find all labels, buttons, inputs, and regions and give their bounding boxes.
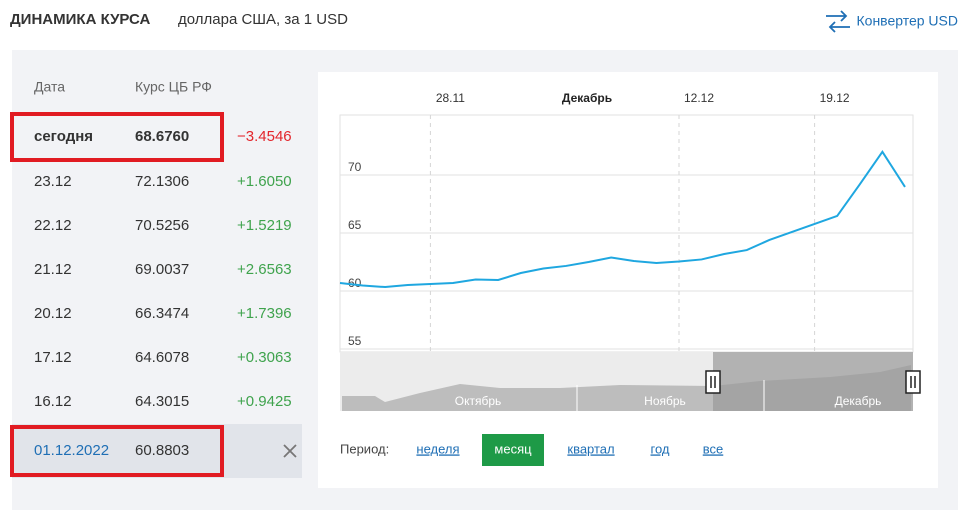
rate-cell: 66.3474 <box>135 305 189 322</box>
selected-row <box>12 424 302 478</box>
converter-icon[interactable] <box>826 10 850 33</box>
converter-link[interactable]: Конвертер USD <box>857 13 959 29</box>
title: ДИНАМИКА КУРСА <box>10 11 151 28</box>
date-cell: 23.12 <box>34 173 72 190</box>
chart-card <box>318 72 938 488</box>
change-cell: +1.7396 <box>237 305 292 322</box>
highlight-box <box>10 425 224 477</box>
change-cell: +2.6563 <box>237 261 292 278</box>
change-cell: +0.3063 <box>237 349 292 366</box>
navigator-label: Октябрь <box>455 394 502 408</box>
month-label: Декабрь <box>562 91 612 105</box>
change-cell: +1.6050 <box>237 173 292 190</box>
column-header: Курс ЦБ РФ <box>135 79 212 95</box>
rate-cell: 64.6078 <box>135 349 189 366</box>
navigator <box>340 352 921 411</box>
date-cell: 20.12 <box>34 305 72 322</box>
x-tick-label: 19.12 <box>820 91 850 105</box>
y-tick-label: 70 <box>348 160 362 174</box>
date-cell: 17.12 <box>34 349 72 366</box>
change-cell: +1.5219 <box>237 217 292 234</box>
y-tick-label: 65 <box>348 218 362 232</box>
date-cell: сегодня <box>34 128 93 145</box>
x-tick-label: 12.12 <box>684 91 714 105</box>
y-tick-label: 55 <box>348 334 362 348</box>
period-label: Период: <box>340 441 389 456</box>
period-option[interactable]: неделя <box>416 441 459 456</box>
date-cell: 21.12 <box>34 261 72 278</box>
period-option[interactable]: месяц <box>494 441 532 456</box>
navigator-label: Декабрь <box>835 394 882 408</box>
rate-cell: 64.3015 <box>135 393 189 410</box>
period-option[interactable]: квартал <box>567 441 614 456</box>
change-cell: +0.9425 <box>237 393 292 410</box>
date-cell: 22.12 <box>34 217 72 234</box>
period-option[interactable]: год <box>651 441 670 456</box>
selected-rate: 60.8803 <box>135 442 189 459</box>
column-header: Дата <box>34 79 65 95</box>
selected-date[interactable]: 01.12.2022 <box>34 442 109 459</box>
navigator-label: Ноябрь <box>644 394 686 408</box>
period-active[interactable] <box>482 434 544 466</box>
rate-cell: 68.6760 <box>135 128 189 145</box>
period-option[interactable]: все <box>703 441 724 456</box>
date-cell: 16.12 <box>34 393 72 410</box>
rate-cell: 69.0037 <box>135 261 189 278</box>
rate-cell: 70.5256 <box>135 217 189 234</box>
close-icon[interactable] <box>283 444 297 458</box>
x-tick-label: 28.11 <box>436 91 465 105</box>
change-cell: −3.4546 <box>237 128 292 145</box>
rate-cell: 72.1306 <box>135 173 189 190</box>
rate-line <box>339 150 906 289</box>
y-tick-label: 60 <box>348 276 362 290</box>
subtitle: доллара США, за 1 USD <box>178 11 348 28</box>
highlight-box <box>10 112 224 162</box>
